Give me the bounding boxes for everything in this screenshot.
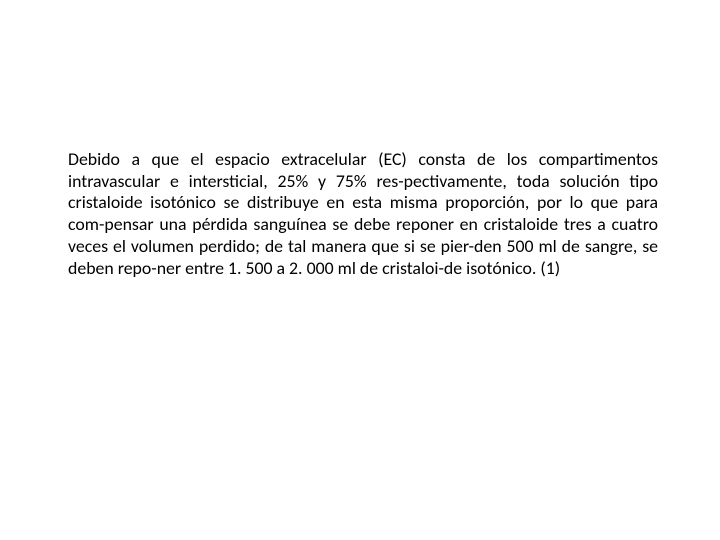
slide-canvas: Debido a que el espacio extracelular (EC…	[0, 0, 720, 540]
body-paragraph: Debido a que el espacio extracelular (EC…	[68, 149, 658, 279]
